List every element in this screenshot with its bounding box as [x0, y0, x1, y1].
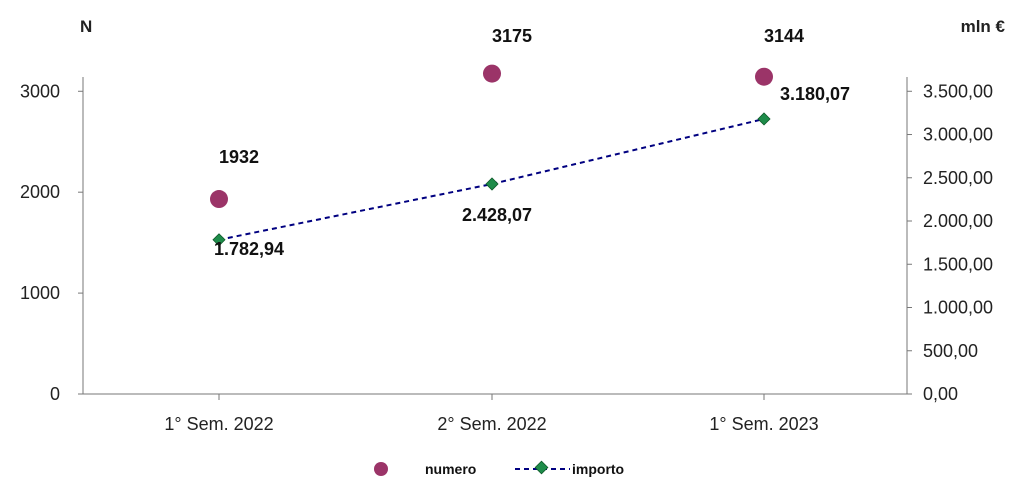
right-tick-label: 1.500,00	[923, 254, 993, 274]
category-label: 1° Sem. 2022	[164, 414, 273, 434]
right-tick-label: 500,00	[923, 341, 978, 361]
axes	[78, 77, 912, 400]
right-tick-label: 3.500,00	[923, 81, 993, 101]
numero-data-label: 1932	[219, 147, 259, 167]
legend-importo-label: importo	[572, 461, 624, 477]
right-axis-ticks: 0,00 500,00 1.000,00 1.500,00 2.000,00 2.500,…	[923, 81, 993, 404]
right-axis-unit: mln €	[961, 17, 1006, 36]
numero-point	[210, 190, 228, 209]
importo-data-label: 2.428,07	[462, 205, 532, 225]
numero-data-label: 3144	[764, 26, 804, 46]
legend-numero-marker	[374, 462, 388, 476]
legend: numero importo	[374, 460, 624, 477]
importo-data-label: 3.180,07	[780, 84, 850, 104]
numero-point	[755, 67, 773, 86]
left-tick-label: 1000	[20, 283, 60, 303]
category-label: 2° Sem. 2022	[437, 414, 546, 434]
right-tick-label: 0,00	[923, 384, 958, 404]
right-tick-label: 2.000,00	[923, 211, 993, 231]
right-tick-label: 2.500,00	[923, 168, 993, 188]
importo-data-label: 1.782,94	[214, 239, 284, 259]
category-label: 1° Sem. 2023	[709, 414, 818, 434]
left-tick-label: 3000	[20, 81, 60, 101]
left-axis-ticks: 0 1000 2000 3000	[20, 81, 60, 404]
left-tick-label: 2000	[20, 182, 60, 202]
legend-numero-label: numero	[425, 461, 476, 477]
left-axis-unit: N	[80, 17, 92, 36]
importo-point	[757, 112, 771, 126]
importo-point	[485, 177, 499, 191]
right-tick-label: 3.000,00	[923, 125, 993, 145]
numero-data-label: 3175	[492, 26, 532, 46]
numero-point	[483, 64, 501, 83]
importo-line	[218, 117, 765, 241]
data-labels: 1932 3175 3144 1.782,94 2.428,07 3.180,07	[214, 26, 850, 259]
left-tick-label: 0	[50, 384, 60, 404]
category-axis-ticks: 1° Sem. 2022 2° Sem. 2022 1° Sem. 2023	[164, 414, 818, 434]
series-layer	[210, 64, 773, 247]
right-tick-label: 1.000,00	[923, 298, 993, 318]
legend-importo-marker	[534, 460, 549, 475]
importo-point	[212, 233, 226, 247]
